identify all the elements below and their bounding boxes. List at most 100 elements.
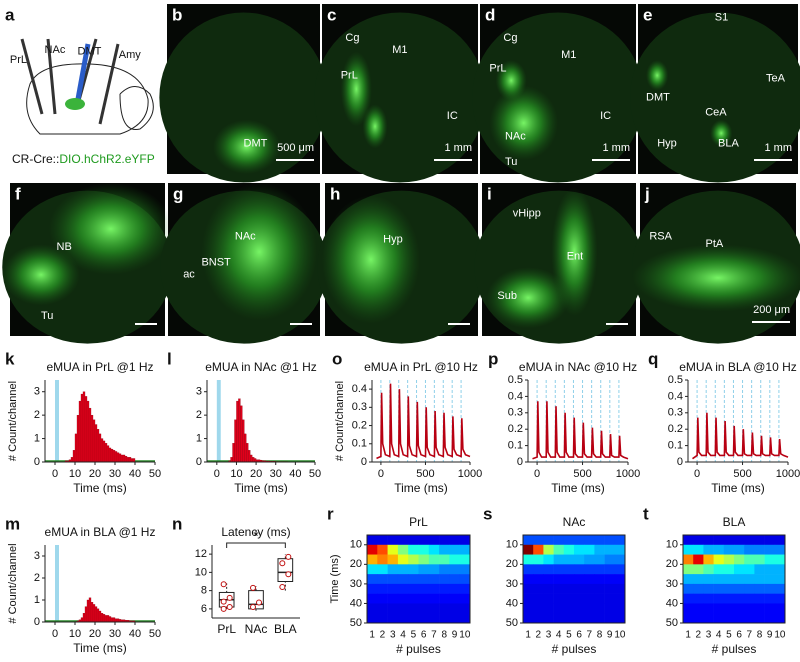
region-label: DMT	[646, 91, 670, 103]
y-tick-label: 0.2	[352, 419, 367, 431]
heat-cell	[377, 564, 388, 575]
y-tick-label: 0.3	[668, 407, 683, 419]
heat-cell	[553, 593, 565, 604]
heat-cell	[553, 583, 565, 594]
y-tick-label: 50	[350, 617, 362, 629]
region-label: Cg	[345, 32, 359, 44]
bar	[70, 457, 74, 463]
bar	[112, 617, 116, 623]
x-tick-label: 50	[309, 468, 321, 480]
heat-cell	[693, 613, 704, 624]
heat-cell	[604, 544, 616, 555]
data-point	[250, 604, 256, 611]
fluorescence	[632, 244, 800, 312]
x-tick-label: 10	[459, 630, 471, 641]
heat-cell	[533, 593, 544, 604]
bar	[84, 396, 88, 463]
bar	[244, 433, 247, 463]
heat-cell	[543, 554, 554, 565]
y-tick-label: 0.3	[508, 407, 523, 419]
heat-cell	[408, 574, 419, 585]
y-tick-label: 0	[34, 616, 40, 628]
region-label: Tu	[505, 156, 517, 168]
data-point	[226, 604, 233, 611]
heat-cell	[754, 544, 765, 555]
x-tick-label: 0	[378, 468, 384, 480]
heat-cell	[428, 535, 440, 546]
x-axis-label: Time (ms)	[394, 481, 448, 495]
heat-cell	[744, 603, 755, 614]
heat-cell	[614, 593, 626, 604]
bar	[74, 433, 78, 463]
heat-cell	[683, 535, 694, 546]
bar	[88, 407, 92, 463]
heat-cell	[574, 583, 585, 594]
x-tick-label: 500	[573, 468, 591, 480]
heat-cell	[594, 564, 605, 575]
y-tick-label: 3	[196, 386, 202, 398]
x-tick-label: 6	[736, 630, 742, 641]
region-label: DMT	[78, 46, 102, 58]
heat-cell	[387, 613, 399, 624]
heat-cell	[574, 564, 585, 575]
bar	[92, 419, 96, 463]
heat-cell	[703, 583, 714, 594]
chart-title: eMUA in NAc @1 Hz	[205, 360, 317, 374]
bar	[108, 447, 112, 463]
y-tick-label: 0	[34, 456, 40, 468]
heat-cell	[418, 544, 430, 555]
bar	[118, 453, 122, 463]
y-tick-label: 0.1	[508, 440, 523, 452]
x-tick-label: 20	[89, 468, 101, 480]
x-tick-label: 40	[129, 628, 141, 640]
scale-label: 1 mm	[603, 142, 631, 154]
y-tick-label: 30	[666, 578, 678, 590]
caption: DIO.hChR2.eYFP	[59, 152, 154, 166]
bar	[88, 597, 92, 623]
x-tick-label: 0	[52, 628, 58, 640]
data-point	[285, 571, 292, 578]
heat-cell	[428, 613, 440, 624]
x-tick-label: 500	[733, 468, 751, 480]
region-label: CeA	[705, 107, 727, 119]
y-tick-label: 20	[350, 558, 362, 570]
y-tick-label: 2	[196, 409, 202, 421]
panel-letter: h	[330, 184, 340, 203]
y-tick-label: 0	[196, 456, 202, 468]
x-axis-label: Time (ms)	[234, 481, 288, 495]
x-tick-label: 10	[230, 468, 242, 480]
heat-cell	[563, 593, 575, 604]
heat-cell	[408, 583, 419, 594]
bar	[232, 443, 235, 463]
heat-cell	[553, 574, 565, 585]
heat-cell	[693, 574, 704, 585]
heat-cell	[397, 574, 409, 585]
y-tick-label: 10	[666, 539, 678, 551]
bar	[114, 451, 118, 463]
bar	[82, 613, 86, 623]
data-point	[220, 581, 227, 588]
heat-cell	[744, 574, 755, 585]
x-tick-label: 20	[250, 468, 262, 480]
heat-cell	[428, 544, 440, 555]
dmt-expression	[65, 98, 85, 110]
region-label: NAc	[505, 131, 526, 143]
heat-cell	[408, 535, 419, 546]
bar	[96, 429, 100, 463]
y-tick-label: 50	[666, 617, 678, 629]
heat-cell	[574, 554, 585, 565]
heat-cell	[367, 554, 378, 565]
heat-cell	[428, 564, 440, 575]
heat-cell	[408, 593, 419, 604]
heat-cell	[594, 554, 605, 565]
heat-cell	[584, 574, 595, 585]
x-tick-label: 30	[270, 468, 282, 480]
heat-cell	[764, 613, 776, 624]
heat-cell	[563, 554, 575, 565]
region-label: Amy	[119, 49, 142, 61]
x-tick-label: 7	[587, 630, 593, 641]
heat-cell	[594, 583, 605, 594]
heat-cell	[574, 613, 585, 624]
heat-cell	[723, 583, 735, 594]
heat-cell	[439, 603, 450, 614]
